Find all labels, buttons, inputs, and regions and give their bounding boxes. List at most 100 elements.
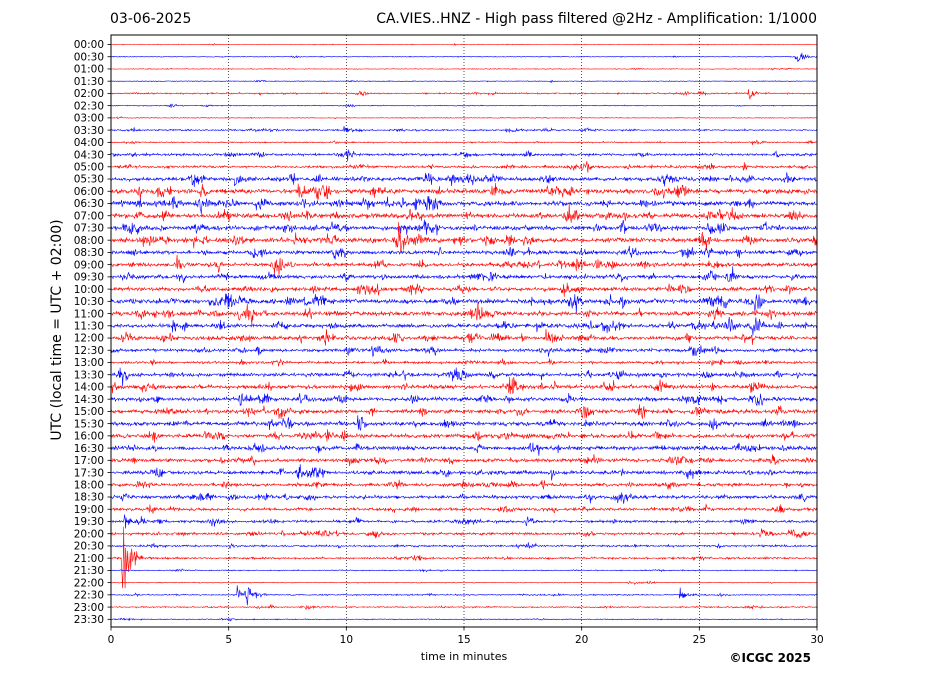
trace-1700 (111, 454, 817, 467)
y-tick-label-1200: 12:00 (74, 333, 104, 345)
chart-date: 03-06-2025 (110, 11, 192, 27)
trace-1930 (111, 514, 817, 529)
y-tick-label-1930: 19:30 (74, 516, 104, 528)
trace-1800 (111, 479, 817, 491)
trace-0200 (111, 89, 817, 100)
trace-1400 (111, 376, 817, 395)
trace-1130 (111, 316, 817, 336)
trace-2230 (111, 585, 817, 606)
x-tick-label-5: 5 (225, 634, 232, 646)
trace-0800 (111, 222, 817, 253)
y-tick-label-0730: 07:30 (74, 223, 104, 235)
traces-group (111, 42, 817, 622)
x-axis-label: time in minutes (420, 650, 508, 663)
trace-0100 (111, 67, 817, 71)
trace-0630 (111, 195, 817, 215)
plot-frame (110, 34, 818, 628)
trace-1100 (111, 301, 817, 325)
copyright-notice: ©ICGC 2025 (729, 651, 811, 665)
x-tick-label-25: 25 (693, 634, 706, 646)
y-tick-label-0330: 03:30 (74, 125, 104, 137)
trace-0300 (111, 116, 817, 120)
trace-1030 (111, 293, 817, 314)
y-tick-label-0300: 03:00 (74, 113, 104, 125)
y-tick-label-1030: 10:30 (74, 296, 104, 308)
y-tick-label-1430: 14:30 (74, 394, 104, 406)
trace-0000 (111, 42, 817, 46)
trace-1830 (111, 492, 817, 504)
trace-1500 (111, 404, 817, 419)
trace-1230 (111, 345, 817, 358)
trace-0900 (111, 254, 817, 276)
trace-2000 (111, 528, 817, 539)
y-tick-label-1600: 16:00 (74, 431, 104, 443)
y-tick-label-1530: 15:30 (74, 418, 104, 430)
trace-2130 (111, 568, 817, 573)
trace-0530 (111, 172, 817, 188)
y-tick-label-2100: 21:00 (74, 553, 104, 565)
trace-1630 (111, 442, 817, 456)
y-tick-label-0100: 01:00 (74, 64, 104, 76)
trace-0600 (111, 182, 817, 200)
y-tick-label-0130: 01:30 (74, 76, 104, 88)
trace-2030 (111, 542, 817, 550)
y-tick-label-0930: 09:30 (74, 272, 104, 284)
trace-0230 (111, 103, 817, 108)
y-tick-label-1830: 18:30 (74, 492, 104, 504)
x-tick-label-30: 30 (810, 634, 823, 646)
trace-2100 (111, 526, 817, 589)
y-tick-label-2300: 23:00 (74, 602, 104, 614)
y-tick-label-0200: 02:00 (74, 88, 104, 100)
trace-1430 (111, 393, 817, 407)
trace-0830 (111, 245, 817, 260)
y-tick-label-1230: 12:30 (74, 345, 104, 357)
trace-2300 (111, 603, 817, 610)
y-tick-label-2000: 20:00 (74, 528, 104, 540)
trace-0030 (111, 52, 817, 62)
y-tick-label-2030: 20:30 (74, 541, 104, 553)
trace-0400 (111, 139, 817, 146)
x-tick-label-15: 15 (457, 634, 470, 646)
trace-2330 (111, 617, 817, 622)
y-tick-label-0030: 00:30 (74, 51, 104, 63)
trace-1730 (111, 464, 817, 481)
y-tick-label-2130: 21:30 (74, 565, 104, 577)
y-tick-label-2200: 22:00 (74, 577, 104, 589)
y-tick-label-0900: 09:00 (74, 259, 104, 271)
y-tick-label-1700: 17:00 (74, 455, 104, 467)
y-tick-label-0500: 05:00 (74, 162, 104, 174)
y-tick-label-0530: 05:30 (74, 174, 104, 186)
trace-0700 (111, 202, 817, 223)
y-tick-label-0630: 06:30 (74, 198, 104, 210)
trace-0500 (111, 161, 817, 173)
y-tick-label-1130: 11:30 (74, 320, 104, 332)
y-tick-label-2230: 22:30 (74, 590, 104, 602)
y-tick-label-1400: 14:00 (74, 382, 104, 394)
y-tick-label-0600: 06:00 (74, 186, 104, 198)
trace-0330 (111, 126, 817, 134)
y-tick-label-1630: 16:30 (74, 443, 104, 455)
y-tick-label-1330: 13:30 (74, 369, 104, 381)
y-tick-label-1800: 18:00 (74, 479, 104, 491)
trace-1300 (111, 358, 817, 367)
y-tick-label-1100: 11:00 (74, 308, 104, 320)
y-tick-label-0700: 07:00 (74, 210, 104, 222)
trace-1900 (111, 503, 817, 514)
y-tick-label-2330: 23:30 (74, 614, 104, 626)
y-tick-label-0230: 02:30 (74, 100, 104, 112)
x-tick-label-20: 20 (575, 634, 588, 646)
x-tick-label-10: 10 (340, 634, 353, 646)
y-tick-label-0430: 04:30 (74, 149, 104, 161)
y-tick-label-0830: 08:30 (74, 247, 104, 259)
y-tick-label-1500: 15:00 (74, 406, 104, 418)
trace-1330 (111, 367, 817, 387)
y-axis-label: UTC (local time = UTC + 02:00) (49, 219, 65, 441)
trace-0730 (111, 219, 817, 236)
y-tick-label-1000: 10:00 (74, 284, 104, 296)
trace-1200 (111, 328, 817, 346)
trace-1000 (111, 282, 817, 297)
y-tick-label-0800: 08:00 (74, 235, 104, 247)
trace-0930 (111, 266, 817, 284)
chart-title: CA.VIES..HNZ - High pass filtered @2Hz -… (376, 11, 817, 27)
